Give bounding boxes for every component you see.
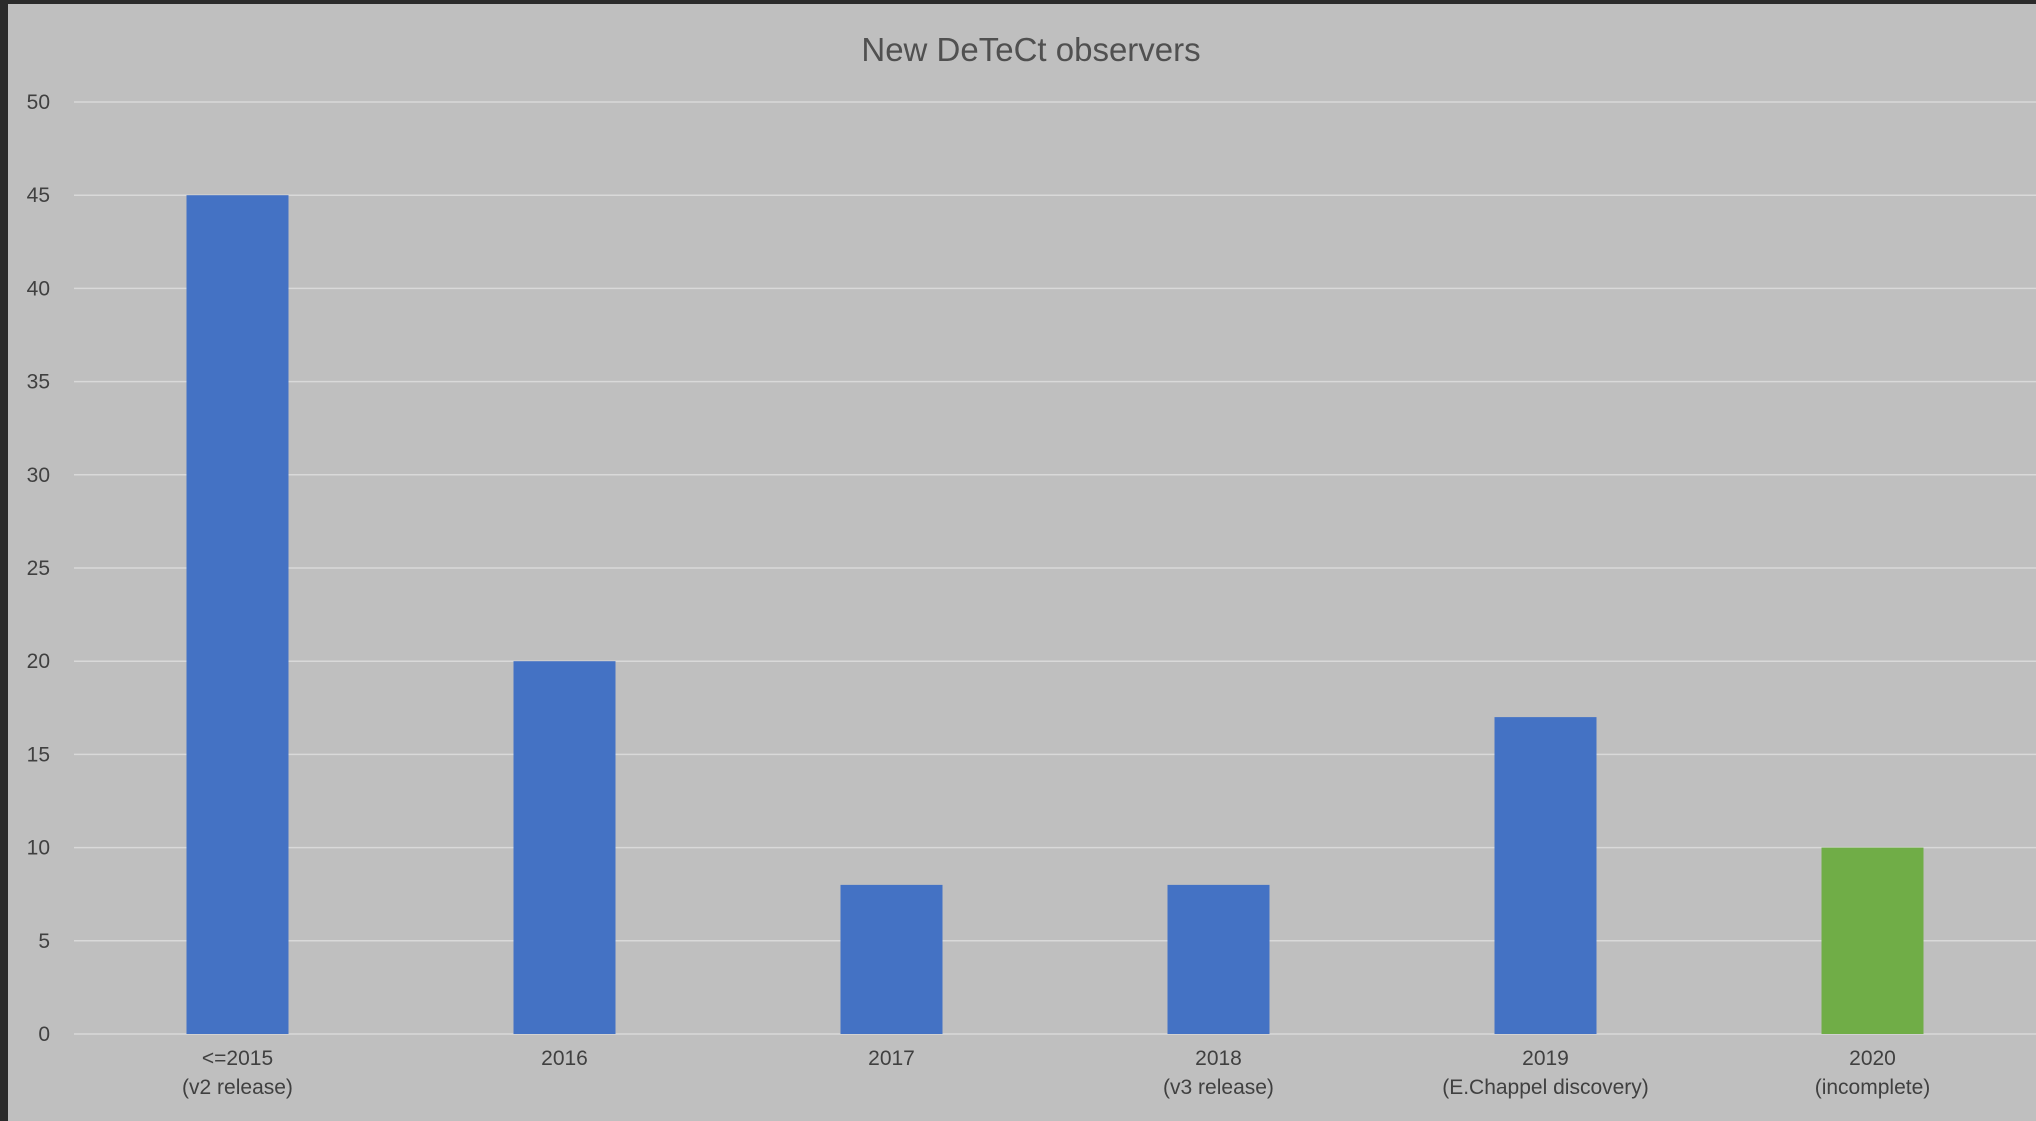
y-tick-label: 45: [27, 184, 50, 207]
y-tick-label: 40: [27, 277, 50, 300]
bars: [186, 195, 1924, 1034]
x-category-label: (E.Chappel discovery): [1442, 1076, 1649, 1099]
bar: [513, 661, 616, 1034]
bar: [1494, 717, 1597, 1034]
x-category-label: (v2 release): [182, 1076, 293, 1099]
bar: [1821, 847, 1924, 1034]
x-category-label: 2017: [868, 1047, 915, 1070]
y-tick-label: 10: [27, 837, 50, 860]
x-category-label: 2018: [1195, 1047, 1242, 1070]
y-tick-label: 35: [27, 371, 50, 394]
y-tick-label: 15: [27, 743, 50, 766]
y-tick-label: 25: [27, 557, 50, 580]
gridlines: [74, 101, 2036, 1035]
x-category-label: (v3 release): [1163, 1076, 1274, 1099]
y-axis-ticks: 0 5 10 15 20 25 30 35 40 45 50: [27, 91, 50, 1046]
x-category-label: (incomplete): [1815, 1076, 1931, 1099]
bar-chart: New DeTeCt observers 0 5 10 15 20 25 30 35 40 45 5…: [27, 31, 2036, 1099]
bar: [186, 195, 289, 1034]
bar: [1167, 884, 1270, 1034]
x-axis-labels: <=2015 (v2 release) 2016 2017 2018 (v3 releas…: [182, 1047, 1930, 1099]
y-tick-label: 20: [27, 650, 50, 673]
chart-area: New DeTeCt observers 0 5 10 15 20 25 30 35 40 45 5…: [8, 4, 2036, 1121]
x-category-label: <=2015: [202, 1047, 273, 1070]
x-category-label: 2020: [1849, 1047, 1896, 1070]
chart-title: New DeTeCt observers: [861, 31, 1200, 68]
y-tick-label: 50: [27, 91, 50, 114]
x-category-label: 2016: [541, 1047, 588, 1070]
y-tick-label: 30: [27, 464, 50, 487]
bar: [840, 884, 943, 1034]
x-category-label: 2019: [1522, 1047, 1569, 1070]
y-tick-label: 0: [38, 1023, 50, 1046]
y-tick-label: 5: [38, 930, 50, 953]
